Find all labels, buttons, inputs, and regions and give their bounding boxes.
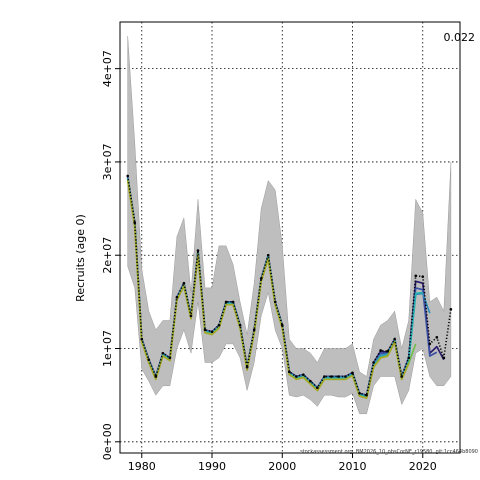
y-axis: 0e+00 1e+07 2e+07 3e+07 4e+07 <box>101 50 120 460</box>
series-0-point-2007 <box>330 375 333 378</box>
series-0-point-1982 <box>154 375 158 378</box>
confidence-band-group <box>127 35 452 415</box>
series-0-point-2013 <box>372 361 375 364</box>
series-0-point-2023 <box>442 356 446 360</box>
series-0-point-2011 <box>358 391 361 395</box>
series-0-point-1994 <box>238 323 242 327</box>
series-0-point-1985 <box>175 295 179 299</box>
series-0-point-1983 <box>161 351 165 355</box>
y-tick-label-1e+07: 1e+07 <box>101 330 114 367</box>
x-tick-label-2020: 2020 <box>409 460 437 473</box>
series-0-point-1998 <box>266 253 270 257</box>
series-0-point-1981 <box>147 358 151 362</box>
series-0-point-2012 <box>365 393 368 397</box>
series-0-point-2019 <box>414 274 418 278</box>
series-0-point-2015 <box>386 350 389 353</box>
series-0-point-2006 <box>323 375 326 378</box>
series-0-point-1979 <box>133 221 137 224</box>
series-line-0 <box>126 175 452 397</box>
series-0-point-2005 <box>316 386 319 389</box>
y-tick-label-0e+00: 0e+00 <box>101 423 114 460</box>
x-tick-label-2010: 2010 <box>339 460 367 473</box>
series-0-point-1984 <box>168 356 172 360</box>
series-0-point-2008 <box>337 375 340 378</box>
series-0-point-2003 <box>302 373 305 376</box>
y-tick-label-2e+07: 2e+07 <box>101 237 114 274</box>
series-0-point-1990 <box>210 330 214 334</box>
series-0-point-1993 <box>231 300 235 304</box>
plot-frame <box>119 21 461 454</box>
series-0-point-1999 <box>273 300 277 304</box>
series-0-point-2024 <box>449 308 453 311</box>
series-0-point-1988 <box>196 249 200 252</box>
series-0-point-1987 <box>189 314 193 318</box>
series-line-6 <box>126 180 410 399</box>
series-0-point-2022 <box>435 336 439 339</box>
confidence-band <box>127 35 452 415</box>
series-0-point-2020 <box>421 275 425 278</box>
series-0-point-1992 <box>224 300 228 304</box>
y-tick-label-3e+07: 3e+07 <box>101 143 114 180</box>
corner-value-label: 0.022 <box>444 31 476 44</box>
series-0-point-2009 <box>344 375 347 378</box>
x-tick-label-1980: 1980 <box>128 460 156 473</box>
series-0-point-2004 <box>309 379 312 383</box>
series-0-point-2017 <box>400 375 403 378</box>
series-0-point-2016 <box>393 337 396 341</box>
series-0-point-1995 <box>245 365 249 369</box>
series-lines-group <box>126 174 453 399</box>
series-0-point-2021 <box>428 342 432 346</box>
series-0-point-1980 <box>140 337 144 341</box>
series-0-point-2002 <box>295 375 298 378</box>
series-0-point-1997 <box>259 277 263 280</box>
x-axis: 1980 1990 2000 2010 2020 <box>128 453 437 473</box>
series-0-point-1996 <box>252 328 256 332</box>
series-0-point-1989 <box>203 328 207 332</box>
series-0-point-1991 <box>217 323 221 327</box>
series-0-point-2018 <box>407 356 411 360</box>
series-0-point-2014 <box>379 349 382 352</box>
series-0-point-2001 <box>287 370 291 374</box>
x-tick-label-1990: 1990 <box>198 460 226 473</box>
series-0-point-2000 <box>280 323 284 327</box>
x-tick-label-2000: 2000 <box>268 460 296 473</box>
source-footnote: stockassessment.org, BM2026_10_obsCorNE_… <box>300 449 478 455</box>
series-0-point-1978 <box>126 174 130 178</box>
series-0-point-1986 <box>182 281 186 285</box>
y-axis-title: Recruits (age 0) <box>74 214 87 302</box>
y-tick-label-4e+07: 4e+07 <box>101 50 114 87</box>
series-0-point-2010 <box>351 371 354 375</box>
